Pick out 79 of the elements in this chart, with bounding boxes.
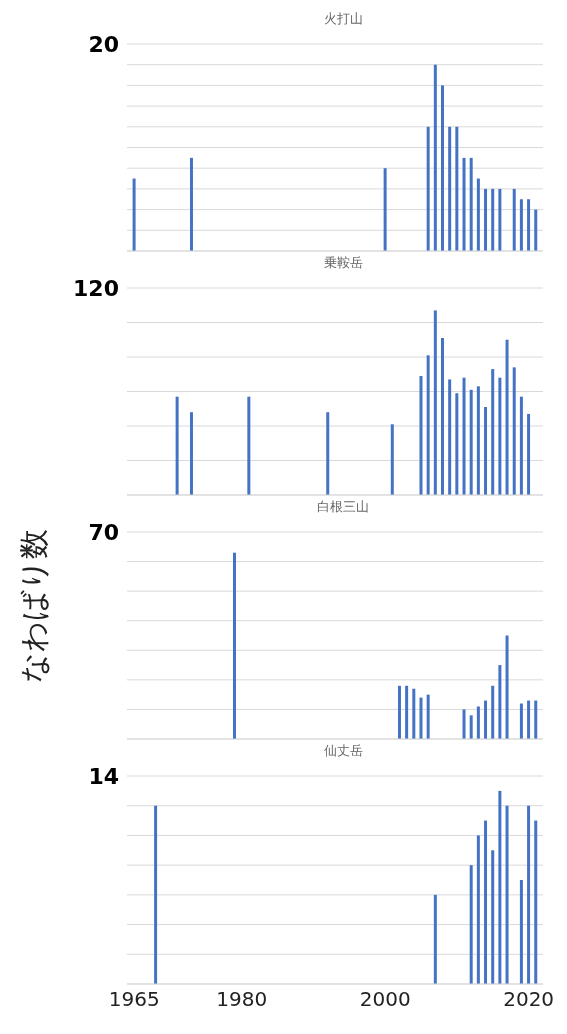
bar [469, 715, 473, 739]
bar [505, 339, 509, 495]
bar [476, 178, 480, 251]
bar [484, 700, 488, 739]
x-tick-label: 2020 [503, 987, 555, 1012]
bar [433, 310, 437, 495]
bar [189, 412, 193, 495]
bar [469, 157, 473, 251]
bar [419, 697, 423, 739]
bar [412, 688, 416, 739]
bar [491, 188, 495, 251]
bar [448, 126, 452, 251]
bar [484, 188, 488, 251]
bar [519, 880, 523, 984]
bar [455, 126, 459, 251]
bar [462, 377, 466, 495]
bar [189, 157, 193, 251]
bar [441, 85, 444, 251]
bar [433, 64, 437, 251]
bar [512, 188, 516, 251]
bar [448, 379, 452, 495]
bar [519, 199, 523, 251]
bar [426, 694, 430, 739]
bar [505, 635, 509, 739]
bar [498, 665, 502, 739]
bar [397, 685, 401, 739]
bar [469, 865, 473, 984]
bar [154, 805, 158, 984]
bar [419, 375, 423, 495]
bar [505, 805, 509, 984]
bar [498, 188, 502, 251]
bar [534, 820, 538, 984]
bar [426, 355, 430, 495]
chart-title: 白根三山 [316, 498, 370, 516]
bar [426, 126, 430, 251]
bar [534, 209, 538, 251]
bar [484, 820, 488, 984]
bar [519, 703, 523, 739]
bar [455, 393, 459, 495]
x-tick-label: 1965 [108, 987, 160, 1012]
bar [498, 377, 502, 495]
y-tick-label: 70 [88, 519, 119, 545]
x-tick-label: 1980 [216, 987, 268, 1012]
bar [498, 790, 502, 984]
chart-title: 仙丈岳 [322, 742, 364, 760]
bar [233, 552, 236, 739]
bar [484, 407, 488, 495]
bar [433, 894, 437, 984]
bar [527, 805, 531, 984]
y-tick-label: 14 [88, 763, 119, 789]
bar [527, 700, 531, 739]
bar [476, 706, 480, 739]
bar [132, 178, 136, 251]
bar [491, 850, 495, 984]
bar [175, 396, 179, 495]
chart-title: 乗鞍岳 [322, 254, 364, 272]
bar [527, 413, 531, 495]
y-axis-title: なわばり数 [14, 528, 52, 683]
bar [512, 367, 516, 495]
bar [527, 199, 531, 251]
bar [469, 389, 473, 495]
bar [534, 700, 538, 739]
bar [247, 396, 251, 495]
bar [441, 338, 444, 495]
chart-title: 火打山 [322, 10, 364, 28]
bar [405, 685, 409, 739]
bar [383, 168, 387, 251]
bar [491, 685, 495, 739]
bar [476, 835, 480, 984]
bar [390, 424, 394, 495]
y-tick-label: 20 [88, 31, 119, 57]
bar [462, 709, 466, 739]
x-tick-label: 2000 [359, 987, 411, 1012]
y-tick-label: 120 [73, 275, 119, 301]
bar [519, 396, 523, 495]
bar [326, 412, 330, 495]
bar [462, 157, 466, 251]
bar [476, 386, 480, 495]
bar [491, 369, 495, 495]
